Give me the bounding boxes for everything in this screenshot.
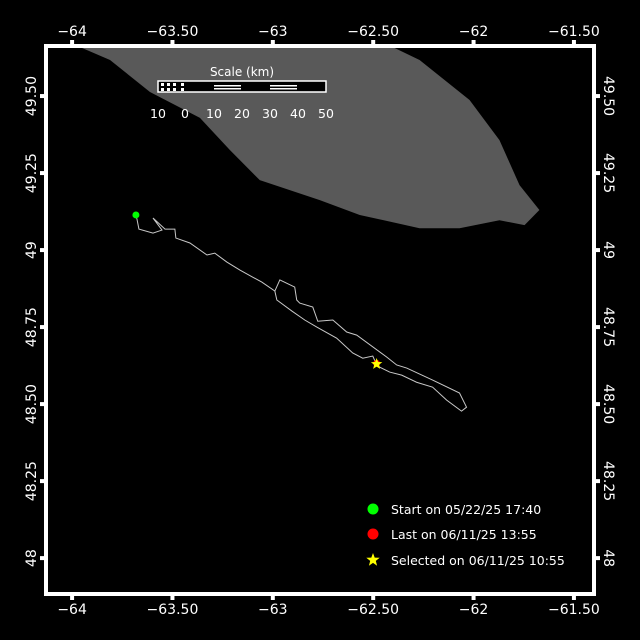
scale-label: 0	[181, 106, 189, 121]
lon-label-top: −62.50	[347, 24, 399, 40]
scale-segment	[161, 88, 164, 91]
scale-label: 40	[290, 106, 306, 121]
scale-segment	[214, 88, 241, 90]
scale-label: 50	[318, 106, 334, 121]
selected-point	[370, 358, 383, 369]
scale-label: 10	[150, 106, 166, 121]
lat-label-right: 49.50	[600, 76, 616, 116]
lat-label-left: 49.25	[24, 153, 40, 193]
frame-border	[44, 44, 596, 596]
scale-title: Scale (km)	[210, 65, 274, 79]
scale-label: 20	[234, 106, 250, 121]
scale-label: 10	[206, 106, 222, 121]
map-frame	[44, 44, 596, 596]
selected-star-icon	[366, 553, 380, 566]
lon-label-bottom: −63.50	[147, 602, 199, 618]
lat-label-left: 48.50	[24, 384, 40, 424]
lat-label-left: 48	[24, 549, 40, 567]
land-mass	[82, 48, 540, 229]
scale-segment	[181, 88, 184, 91]
scale-bar: Scale (km) 10 0 10 20 30 40 50	[150, 65, 334, 121]
lat-label-right: 48.50	[600, 384, 616, 424]
lat-label-left: 48.75	[24, 307, 40, 347]
legend-selected: Selected on 06/11/25 10:55	[391, 553, 565, 568]
scale-bar-outline	[157, 80, 327, 93]
track-line	[135, 214, 468, 412]
scale-segment	[167, 88, 170, 91]
lon-label-top: −62	[459, 24, 489, 40]
legend: Start on 05/22/25 17:40 Last on 06/11/25…	[366, 502, 565, 568]
start-point	[132, 211, 140, 219]
start-marker-icon	[367, 503, 379, 515]
scale-label: 30	[262, 106, 278, 121]
legend-start: Start on 05/22/25 17:40	[391, 502, 541, 517]
map-plot-area	[48, 48, 592, 592]
last-marker-icon	[367, 528, 379, 540]
scale-segment	[270, 88, 297, 90]
scale-segment	[173, 88, 176, 91]
lon-label-bottom: −62	[459, 602, 489, 618]
scale-segment	[173, 83, 176, 86]
lon-label-top: −61.50	[548, 24, 600, 40]
lon-label-bottom: −64	[57, 602, 87, 618]
lat-label-right: 48	[600, 549, 616, 567]
track-line	[274, 290, 378, 366]
scale-segment	[214, 85, 241, 87]
lat-label-right: 49	[600, 241, 616, 259]
lon-label-bottom: −62.50	[347, 602, 399, 618]
lat-label-right: 48.75	[600, 307, 616, 347]
lat-label-left: 49.50	[24, 76, 40, 116]
scale-segment	[167, 83, 170, 86]
lon-label-top: −64	[57, 24, 87, 40]
lat-label-right: 48.25	[600, 461, 616, 501]
lon-label-bottom: −63	[258, 602, 288, 618]
lon-label-top: −63.50	[147, 24, 199, 40]
lat-label-left: 49	[24, 241, 40, 259]
scale-segment	[181, 83, 184, 86]
scale-segment	[161, 83, 164, 86]
lat-label-left: 48.25	[24, 461, 40, 501]
lat-label-right: 49.25	[600, 153, 616, 193]
axis-ticks: −64 −64 −63.50 −63.50 −63 −63 −62.50 −62.50 −62 −…	[24, 24, 616, 618]
lon-label-bottom: −61.50	[548, 602, 600, 618]
lon-label-top: −63	[258, 24, 288, 40]
scale-segment	[270, 85, 297, 87]
legend-last: Last on 06/11/25 13:55	[391, 527, 537, 542]
